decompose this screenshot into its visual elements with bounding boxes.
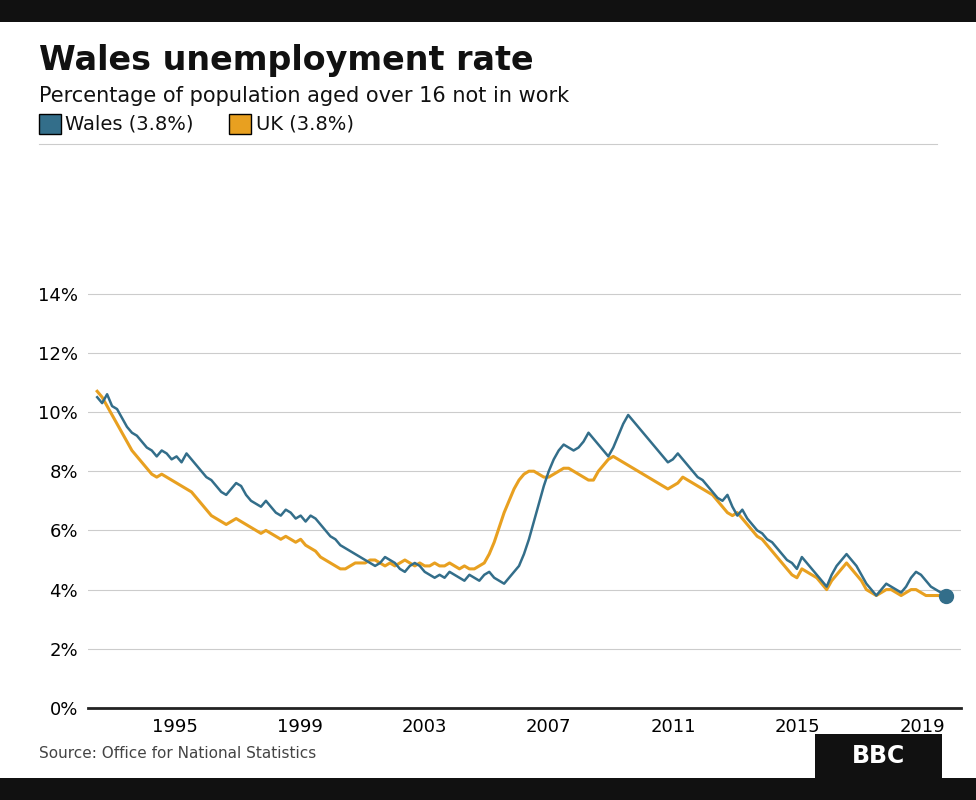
Text: Wales unemployment rate: Wales unemployment rate — [39, 44, 534, 77]
Text: UK (3.8%): UK (3.8%) — [256, 114, 353, 134]
Text: Percentage of population aged over 16 not in work: Percentage of population aged over 16 no… — [39, 86, 569, 106]
Text: BBC: BBC — [852, 744, 905, 768]
Text: Source: Office for National Statistics: Source: Office for National Statistics — [39, 746, 316, 761]
Text: Wales (3.8%): Wales (3.8%) — [65, 114, 194, 134]
